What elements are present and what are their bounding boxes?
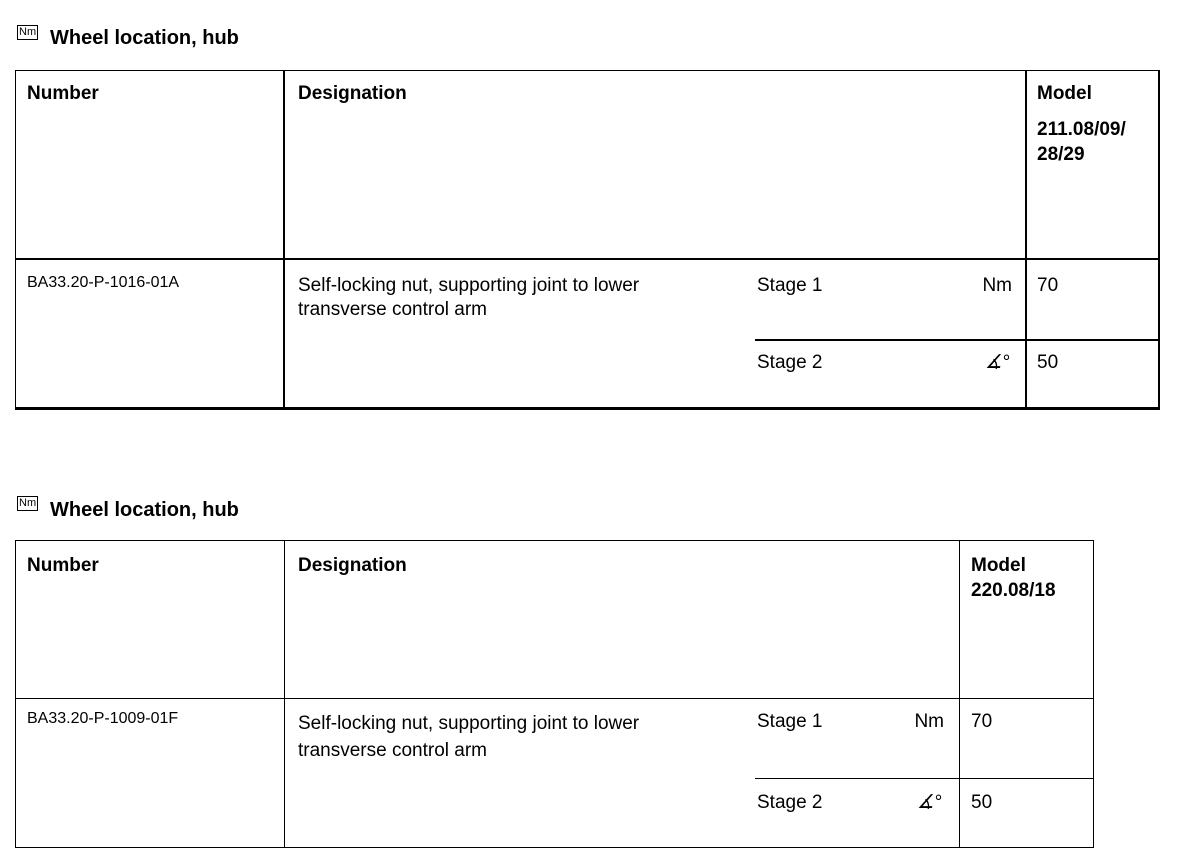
stage-value: 70 [971,711,993,732]
torque-nm-icon: Nm [17,25,39,40]
header-number: Number [27,83,99,104]
header-model-value: 220.08/18 [971,580,1056,601]
stage-unit: Nm [982,275,1012,296]
header-model: Model [971,555,1026,576]
header-designation: Designation [298,83,407,104]
header-model-value: 211.08/09/ 28/29 [1037,119,1126,165]
stage-unit: Nm [914,711,944,732]
stage-label: Stage 1 [757,711,823,732]
stage-label: Stage 2 [757,352,823,373]
torque-nm-icon: Nm [17,496,39,511]
angle-degree-icon: ∡° [985,352,1010,373]
header-designation: Designation [298,555,407,576]
header-number: Number [27,555,99,576]
header-model: Model [1037,83,1092,104]
designation-text: Self-locking nut, supporting joint to lo… [298,275,640,320]
part-number: BA33.20-P-1016-01A [27,274,180,291]
angle-degree-icon: ∡° [917,792,942,813]
stage-value: 70 [1037,275,1059,296]
designation-text: Self-locking nut, supporting joint to lo… [298,713,640,761]
section-title: Wheel location, hub [50,499,239,521]
section-title: Wheel location, hub [50,27,239,49]
part-number: BA33.20-P-1009-01F [27,710,179,727]
stage-label: Stage 2 [757,792,823,813]
stage-label: Stage 1 [757,275,823,296]
stage-value: 50 [1037,352,1059,373]
stage-value: 50 [971,792,993,813]
